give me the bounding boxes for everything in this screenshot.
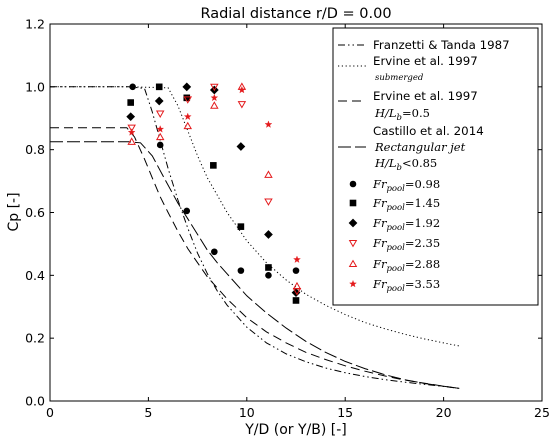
data-point-series7-3 — [182, 82, 192, 92]
series-line-4 — [50, 141, 460, 389]
series-line-3 — [50, 127, 460, 389]
y-tick-label-1: 0.0 — [25, 394, 45, 409]
series-line-2 — [50, 86, 460, 347]
data-point-series10-5 — [238, 85, 246, 94]
x-axis-ticks: 0 5 10 15 20 25 — [46, 24, 550, 420]
data-point-series9-2 — [155, 132, 165, 141]
legend: Franzetti & Tanda 1987 Ervine et al. 1997… — [332, 27, 539, 306]
data-point-series10-7 — [293, 255, 301, 263]
data-point-series5-1 — [129, 83, 136, 91]
legend-label-4-sub: Rectangular jet — [374, 140, 466, 154]
data-point-series9-6 — [264, 170, 273, 178]
y-axis-label: Cp [-] — [6, 192, 22, 231]
legend-label-2-sub: submerged — [375, 73, 424, 83]
data-point-series8-2 — [155, 110, 165, 118]
data-point-series6-5 — [237, 223, 245, 230]
legend-box — [332, 27, 539, 306]
y-tick-label-5: 0.8 — [25, 142, 45, 157]
data-point-series6-2 — [155, 83, 163, 91]
data-point-series5-2 — [156, 141, 164, 149]
data-point-series8-4 — [210, 83, 219, 92]
data-point-series8-3 — [183, 96, 193, 104]
legend-label-4: Castillo et al. 2014 — [373, 124, 484, 138]
x-tick-label-2: 5 — [144, 405, 152, 420]
data-point-series9-3 — [183, 121, 193, 130]
data-point-series8-6 — [264, 198, 273, 206]
data-point-series5-3 — [183, 207, 191, 215]
data-point-series6-6 — [265, 264, 272, 271]
plot-area — [49, 23, 543, 402]
data-point-series5-4 — [211, 248, 218, 256]
data-point-series9-1 — [127, 137, 136, 145]
y-tick-label-6: 1.0 — [25, 79, 45, 94]
legend-marker-8 — [348, 239, 358, 248]
legend-marker-10 — [349, 279, 357, 288]
data-point-series7-1 — [126, 112, 136, 122]
legend-label-3-formula: H/Lb=0.5 — [374, 106, 430, 123]
data-point-series10-1 — [127, 128, 136, 136]
chart-title: Radial distance r/D = 0.00 — [200, 6, 391, 22]
data-point-series9-7 — [292, 281, 302, 290]
y-tick-label-3: 0.4 — [25, 268, 45, 283]
y-axis-ticks: 0.0 0.2 0.4 0.6 0.8 1.0 1.2 — [25, 17, 542, 409]
legend-label-9: Frpool=2.88 — [372, 257, 440, 274]
y-tick-label-2: 0.2 — [25, 331, 45, 346]
x-tick-label-4: 15 — [337, 405, 353, 420]
legend-label-1: Franzetti & Tanda 1987 — [373, 38, 510, 52]
x-axis-label: Y/D (or Y/B) [-] — [244, 422, 347, 438]
data-point-series5-6 — [265, 272, 272, 279]
legend-label-3: Ervine et al. 1997 — [373, 89, 478, 103]
x-tick-label-5: 20 — [436, 405, 452, 420]
data-point-series8-1 — [127, 124, 136, 133]
legend-marker-5 — [349, 180, 357, 188]
x-tick-label-1: 0 — [46, 405, 54, 420]
data-point-series5-7 — [292, 267, 300, 274]
data-point-series10-2 — [156, 125, 165, 133]
data-point-series10-4 — [210, 93, 219, 102]
legend-label-2: Ervine et al. 1997 — [373, 54, 478, 68]
x-tick-label-3: 10 — [239, 405, 255, 420]
data-point-series6-7 — [292, 297, 300, 304]
legend-marker-6 — [349, 199, 357, 207]
data-point-series10-3 — [183, 112, 192, 120]
legend-marker-7 — [348, 218, 358, 228]
data-point-series7-2 — [154, 96, 164, 106]
data-point-series7-5 — [236, 142, 246, 151]
data-point-series8-5 — [237, 101, 247, 109]
data-point-series6-1 — [127, 99, 134, 106]
legend-label-4-formula: H/Lb<0.85 — [374, 156, 437, 173]
data-point-series7-6 — [264, 230, 273, 239]
legend-marker-9 — [348, 259, 358, 268]
series-line-1 — [50, 86, 460, 389]
y-tick-label-4: 0.6 — [25, 205, 45, 220]
data-point-series10-6 — [264, 120, 273, 128]
data-point-series6-4 — [210, 162, 217, 169]
x-tick-label-6: 25 — [534, 405, 550, 420]
data-point-series9-4 — [210, 101, 219, 109]
y-tick-label-7: 1.2 — [25, 17, 45, 32]
data-point-series5-5 — [237, 267, 245, 274]
